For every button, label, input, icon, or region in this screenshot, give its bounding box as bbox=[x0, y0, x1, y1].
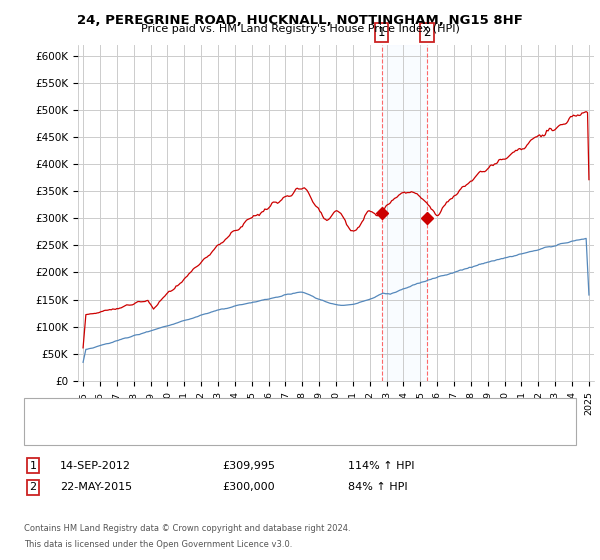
Text: This data is licensed under the Open Government Licence v3.0.: This data is licensed under the Open Gov… bbox=[24, 540, 292, 549]
Text: 1: 1 bbox=[29, 461, 37, 471]
Text: 114% ↑ HPI: 114% ↑ HPI bbox=[348, 461, 415, 471]
Text: Contains HM Land Registry data © Crown copyright and database right 2024.: Contains HM Land Registry data © Crown c… bbox=[24, 524, 350, 533]
Text: £309,995: £309,995 bbox=[222, 461, 275, 471]
Text: 2: 2 bbox=[29, 482, 37, 492]
Text: 2: 2 bbox=[423, 26, 431, 39]
Text: 1: 1 bbox=[378, 26, 385, 39]
Text: £300,000: £300,000 bbox=[222, 482, 275, 492]
Text: 84% ↑ HPI: 84% ↑ HPI bbox=[348, 482, 407, 492]
Text: Price paid vs. HM Land Registry's House Price Index (HPI): Price paid vs. HM Land Registry's House … bbox=[140, 24, 460, 34]
Text: 14-SEP-2012: 14-SEP-2012 bbox=[60, 461, 131, 471]
Text: 24, PEREGRINE ROAD, HUCKNALL, NOTTINGHAM, NG15 8HF (detached house): 24, PEREGRINE ROAD, HUCKNALL, NOTTINGHAM… bbox=[72, 406, 455, 416]
Text: 22-MAY-2015: 22-MAY-2015 bbox=[60, 482, 132, 492]
Text: HPI: Average price, detached house, Ashfield: HPI: Average price, detached house, Ashf… bbox=[72, 430, 292, 440]
Text: 24, PEREGRINE ROAD, HUCKNALL, NOTTINGHAM, NG15 8HF: 24, PEREGRINE ROAD, HUCKNALL, NOTTINGHAM… bbox=[77, 14, 523, 27]
Bar bbox=[382, 45, 427, 381]
